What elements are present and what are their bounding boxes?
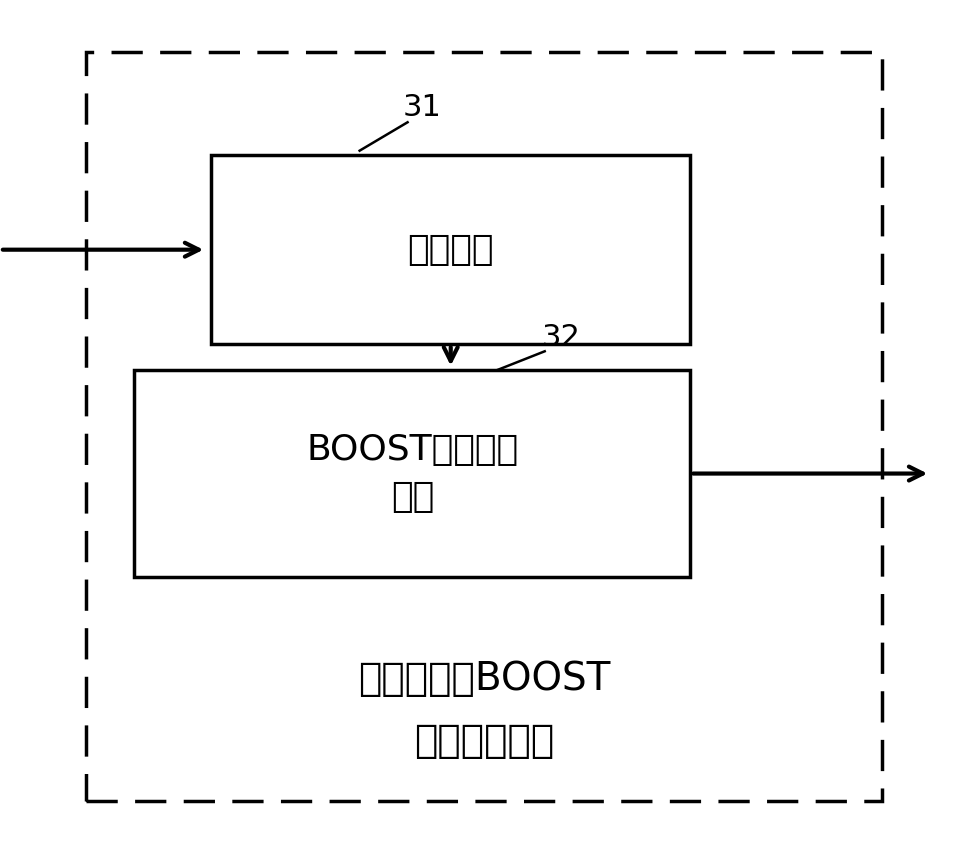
Text: 电动汽车的BOOST
模式激活装置: 电动汽车的BOOST 模式激活装置 bbox=[358, 660, 611, 760]
Bar bbox=[211, 155, 690, 344]
Text: 31: 31 bbox=[403, 93, 441, 122]
Bar bbox=[86, 52, 882, 801]
Text: 检测模块: 检测模块 bbox=[408, 232, 494, 267]
Text: 32: 32 bbox=[542, 323, 580, 352]
Bar bbox=[134, 370, 690, 577]
Text: BOOST模式触发
模块: BOOST模式触发 模块 bbox=[306, 433, 519, 514]
